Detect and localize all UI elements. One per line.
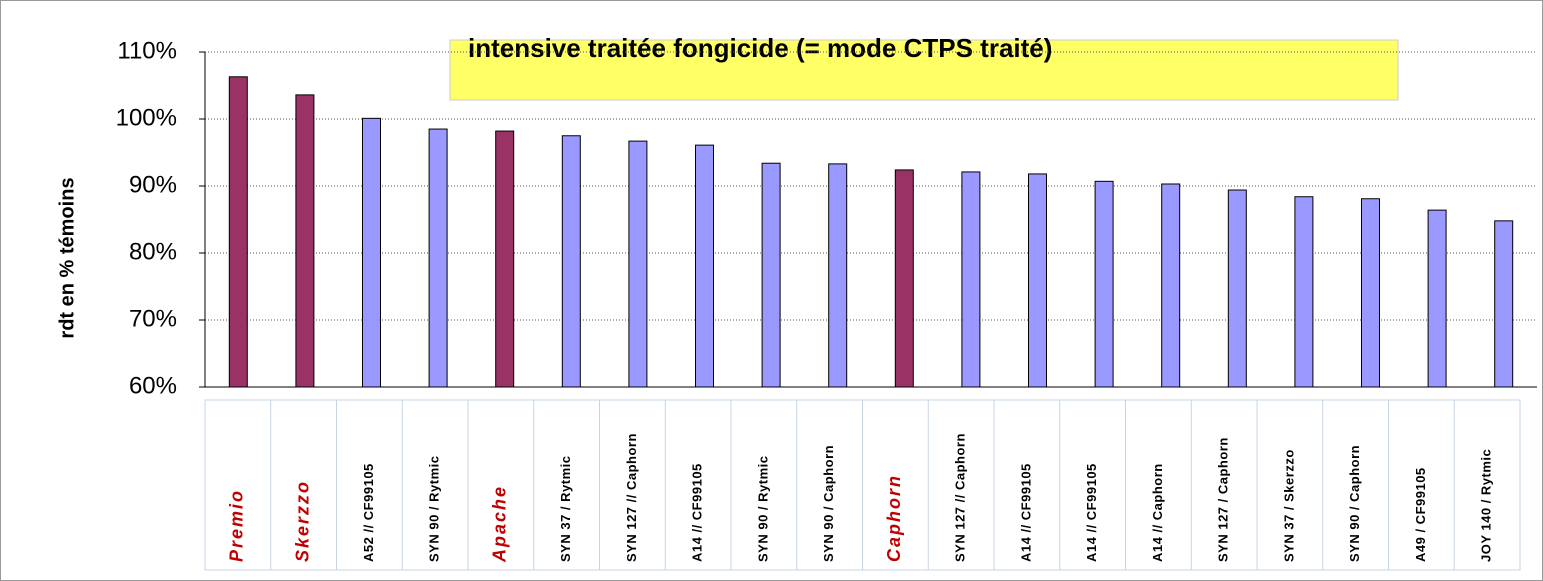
- x-tick-label: SYN 90 / Rytmic: [427, 456, 442, 563]
- x-tick-label: A49 / CF99105: [1413, 467, 1428, 562]
- bar: [628, 140, 648, 388]
- x-tick-label: SYN 90 / Caphorn: [821, 445, 836, 562]
- bar: [1094, 180, 1114, 388]
- x-tick-label: JOY 140 / Rytmic: [1479, 449, 1494, 562]
- bar: [695, 144, 714, 388]
- y-tick-label: 80%: [129, 238, 177, 265]
- x-tick-label: SYN 37 / Rytmic: [558, 456, 573, 563]
- chart-title: intensive traitée fongicide (= mode CTPS…: [468, 33, 1052, 63]
- x-tick-label: Premio: [227, 489, 247, 562]
- y-tick-label: 90%: [129, 171, 177, 198]
- x-tick-label: SYN 90 / Caphorn: [1347, 445, 1362, 562]
- x-tick-label: SYN 37 / Skerzzo: [1281, 449, 1296, 562]
- y-tick-label: 70%: [129, 305, 177, 332]
- bar: [561, 135, 581, 388]
- bar: [428, 128, 448, 388]
- bar: [1294, 196, 1314, 388]
- bar: [961, 171, 981, 388]
- bar: [495, 130, 515, 388]
- x-tick-label: SYN 127 / Caphorn: [1216, 437, 1231, 562]
- title-box: [449, 39, 1399, 101]
- x-tick-label: A14 // CF99105: [1018, 463, 1033, 562]
- y-tick-label: 60%: [129, 372, 177, 399]
- x-tick-label: Skerzzo: [292, 480, 312, 562]
- bar: [1161, 183, 1181, 388]
- bar: [1427, 209, 1447, 388]
- bar: [1227, 189, 1247, 388]
- x-tick-label: A52 // CF99105: [361, 463, 376, 562]
- y-tick-label: 110%: [117, 37, 177, 64]
- x-tick-label: A14 // CF99105: [1084, 463, 1099, 562]
- bar: [295, 94, 315, 388]
- x-tick-label: A14 // CF99105: [690, 463, 705, 562]
- x-tick-label: Caphorn: [884, 474, 904, 562]
- bar: [1361, 198, 1380, 388]
- x-tick-label: A14 // Caphorn: [1150, 463, 1165, 562]
- y-tick-label: 100%: [116, 104, 177, 131]
- x-tick-label: Apache: [490, 485, 510, 563]
- bar: [362, 117, 381, 388]
- x-tick-label: SYN 127 // Caphorn: [953, 433, 968, 562]
- bar: [1494, 220, 1514, 388]
- bar: [228, 76, 248, 388]
- bar: [761, 162, 781, 388]
- x-tick-label: SYN 90 / Rytmic: [755, 456, 770, 563]
- bar: [894, 169, 914, 388]
- x-tick-label: SYN 127 // Caphorn: [624, 433, 639, 562]
- bar: [828, 163, 848, 388]
- bar: [1028, 173, 1047, 388]
- y-axis-label: rdt en % témoins: [56, 177, 78, 338]
